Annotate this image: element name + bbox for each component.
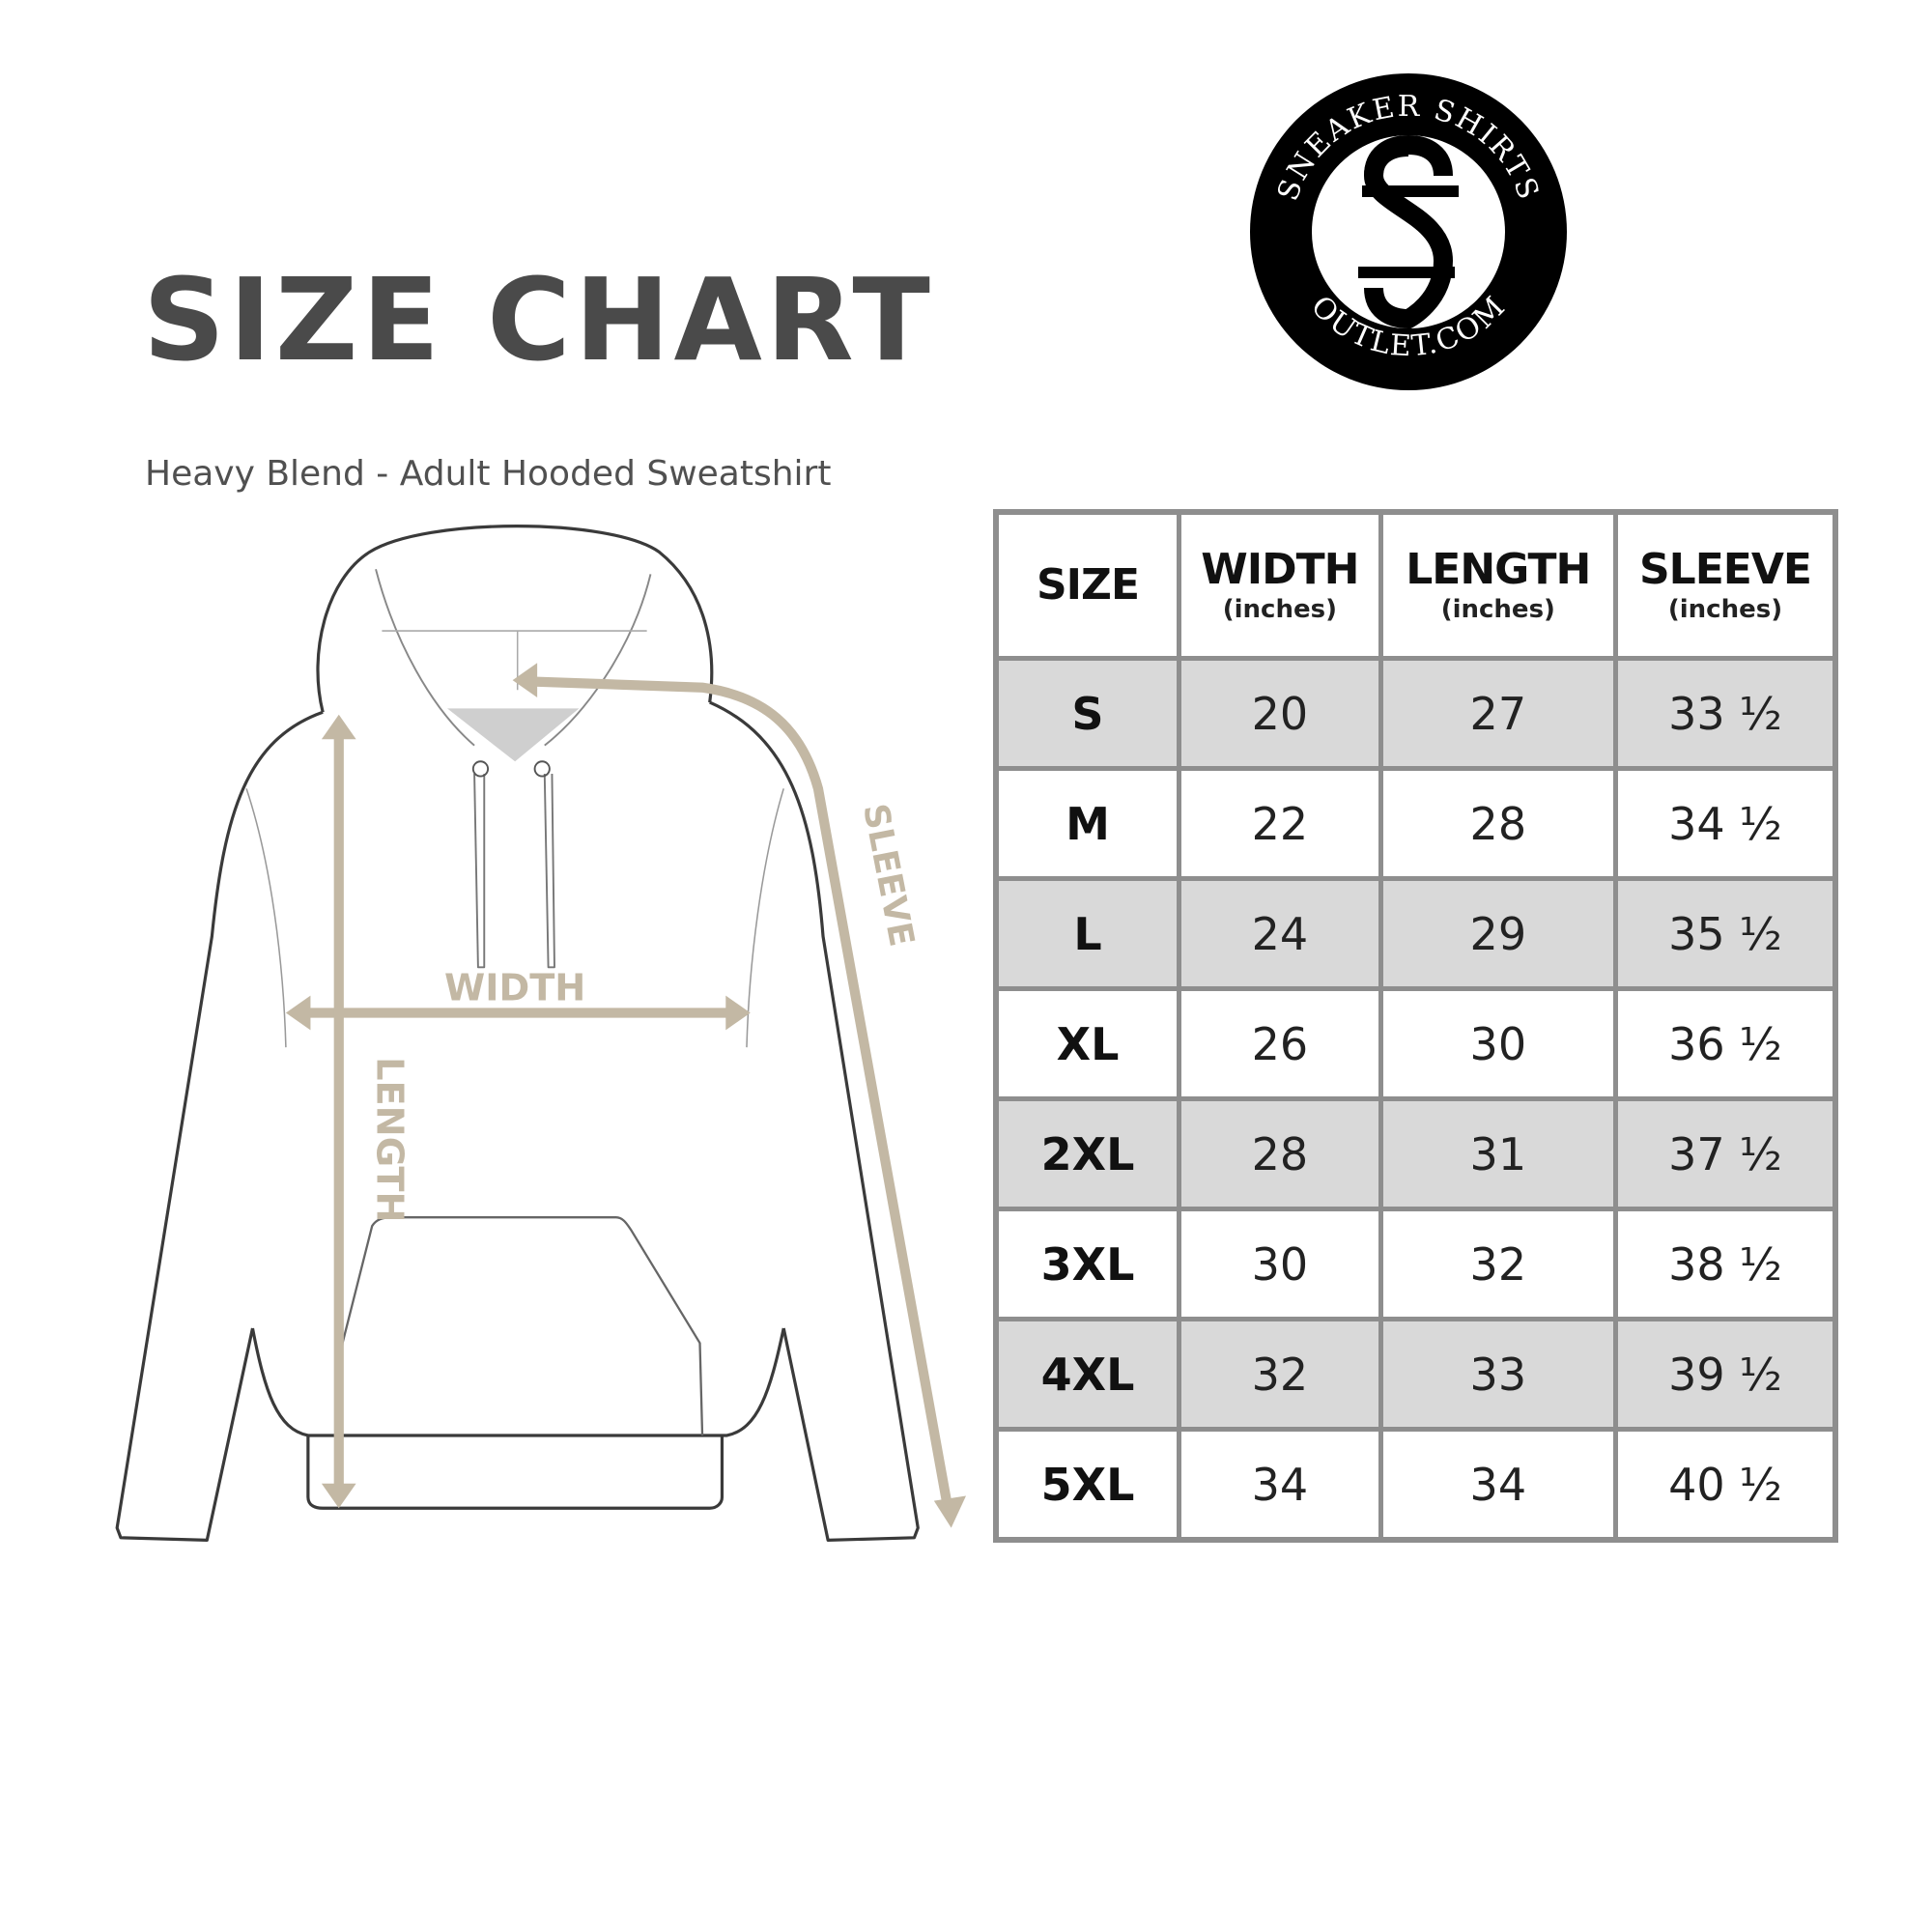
table-row: XL 26 30 36 ½ — [993, 986, 1838, 1101]
width-cell: 20 — [1177, 656, 1383, 771]
width-cell: 30 — [1177, 1207, 1383, 1321]
table-body: S 20 27 33 ½ M 22 28 34 ½ L 24 29 35 ½ XL 26 30 36 ½ 2XL… — [993, 656, 1838, 1543]
length-cell: 30 — [1378, 986, 1618, 1101]
table-row: L 24 29 35 ½ — [993, 876, 1838, 991]
size-cell: M — [993, 766, 1181, 881]
length-cell: 27 — [1378, 656, 1618, 771]
table-row: 3XL 30 32 38 ½ — [993, 1207, 1838, 1321]
column-header-length: LENGTH (inches) — [1378, 509, 1618, 661]
sleeve-cell: 33 ½ — [1612, 656, 1838, 771]
width-label: WIDTH — [444, 967, 585, 1010]
length-label: LENGTH — [367, 1057, 411, 1222]
size-cell: 5XL — [993, 1427, 1181, 1543]
arrow-heads — [285, 663, 966, 1528]
size-cell: 2XL — [993, 1096, 1181, 1211]
column-header-sleeve: SLEEVE (inches) — [1612, 509, 1838, 661]
sleeve-cell: 39 ½ — [1612, 1317, 1838, 1432]
hood-inner-shade — [447, 708, 580, 762]
sleeve-cell: 36 ½ — [1612, 986, 1838, 1101]
width-cell: 34 — [1177, 1427, 1383, 1543]
width-cell: 22 — [1177, 766, 1383, 881]
size-cell: 3XL — [993, 1207, 1181, 1321]
table-row: M 22 28 34 ½ — [993, 766, 1838, 881]
product-subtitle: Heavy Blend - Adult Hooded Sweatshirt — [145, 454, 832, 494]
sleeve-cell: 40 ½ — [1612, 1427, 1838, 1543]
width-cell: 26 — [1177, 986, 1383, 1101]
column-header-width: WIDTH (inches) — [1177, 509, 1383, 661]
table-header-row: SIZE WIDTH (inches) LENGTH (inches) SLEEVE… — [993, 509, 1838, 661]
sleeve-cell: 38 ½ — [1612, 1207, 1838, 1321]
sneaker-shirts-outlet-logo: SNEAKER SHIRTS OUTLET.COM — [1250, 73, 1567, 390]
size-table: SIZE WIDTH (inches) LENGTH (inches) SLEEVE… — [993, 509, 1838, 1543]
length-cell: 28 — [1378, 766, 1618, 881]
logo-monogram — [1358, 134, 1459, 329]
length-cell: 34 — [1378, 1427, 1618, 1543]
page-title: SIZE CHART — [143, 253, 934, 386]
sleeve-cell: 34 ½ — [1612, 766, 1838, 881]
measurement-arrows — [297, 676, 954, 1519]
table-row: S 20 27 33 ½ — [993, 656, 1838, 771]
width-cell: 24 — [1177, 876, 1383, 991]
length-cell: 32 — [1378, 1207, 1618, 1321]
table-row: 4XL 32 33 39 ½ — [993, 1317, 1838, 1432]
width-cell: 28 — [1177, 1096, 1383, 1211]
length-cell: 29 — [1378, 876, 1618, 991]
column-header-size: SIZE — [993, 509, 1181, 661]
size-cell: XL — [993, 986, 1181, 1101]
size-cell: S — [993, 656, 1181, 771]
sleeve-cell: 35 ½ — [1612, 876, 1838, 991]
sleeve-arrow — [522, 676, 954, 1519]
table-row: 5XL 34 34 40 ½ — [993, 1427, 1838, 1543]
table-row: 2XL 28 31 37 ½ — [993, 1096, 1838, 1211]
sleeve-cell: 37 ½ — [1612, 1096, 1838, 1211]
hoodie-outline — [115, 525, 920, 1542]
sleeve-label: SLEEVE — [855, 801, 922, 950]
size-cell: 4XL — [993, 1317, 1181, 1432]
length-cell: 31 — [1378, 1096, 1618, 1211]
size-cell: L — [993, 876, 1181, 991]
width-cell: 32 — [1177, 1317, 1383, 1432]
length-cell: 33 — [1378, 1317, 1618, 1432]
